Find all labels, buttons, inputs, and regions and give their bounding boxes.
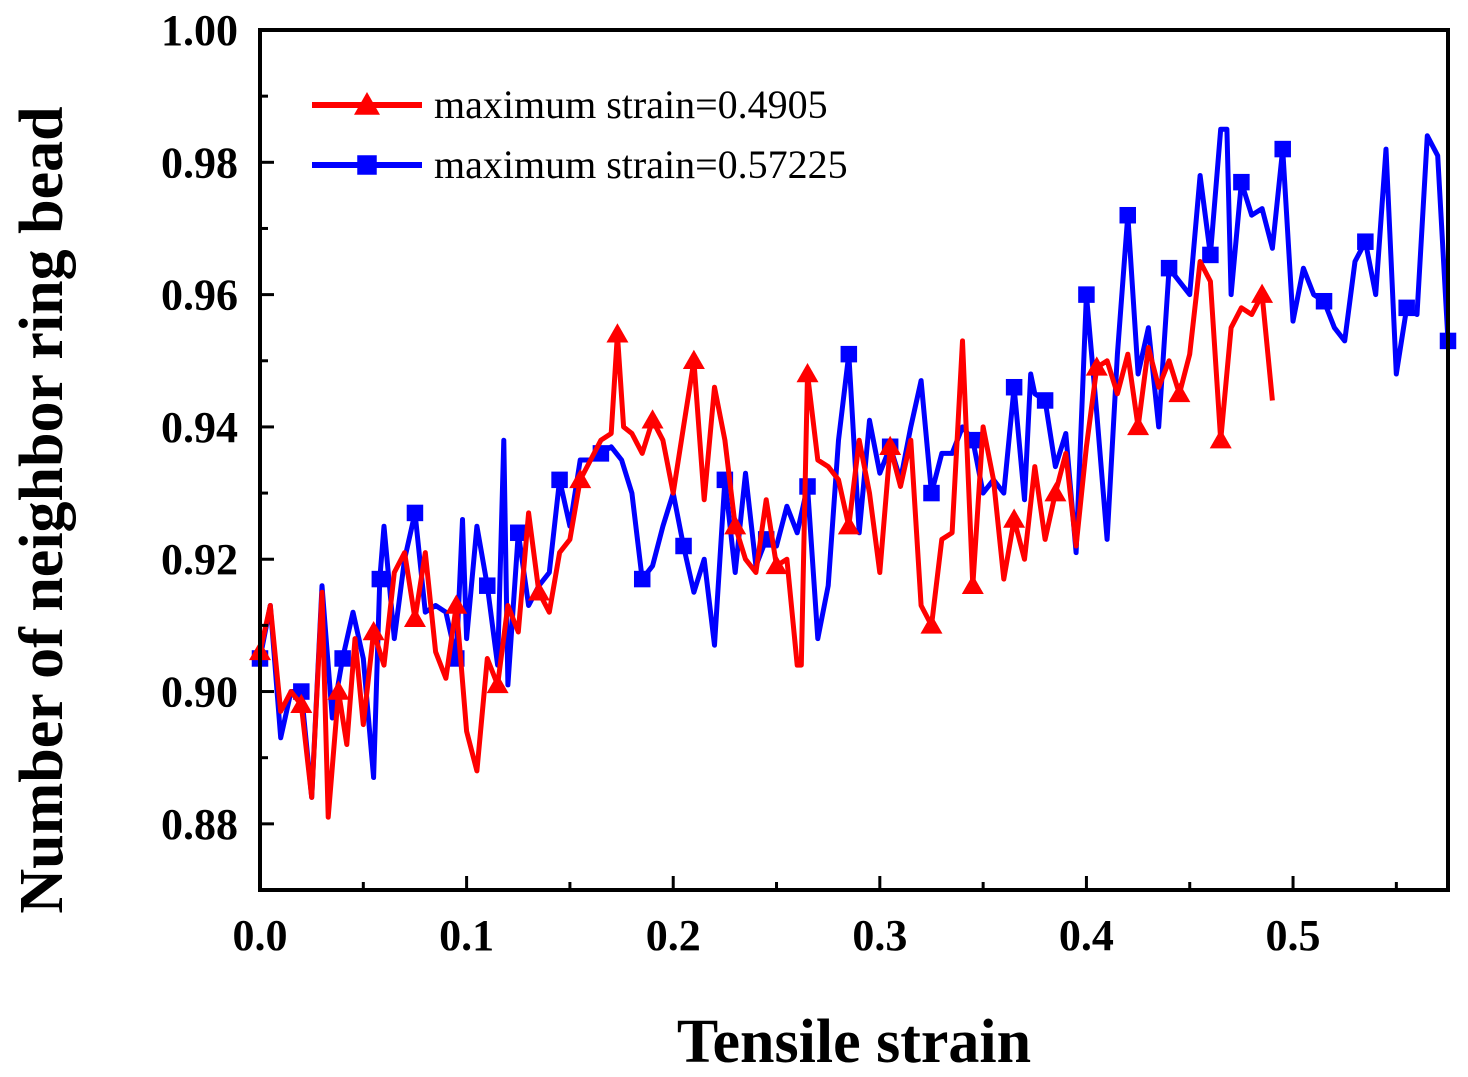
legend: maximum strain=0.4905 maximum strain=0.57…: [312, 82, 848, 187]
data-point: [765, 554, 788, 575]
data-point: [1233, 173, 1250, 191]
data-point: [1036, 392, 1054, 409]
data-point: [1209, 429, 1232, 449]
data-point: [1078, 286, 1095, 303]
data-point: [879, 435, 902, 456]
x-tick-label: 0.2: [646, 911, 701, 960]
y-tick-label: 1.00: [161, 6, 238, 55]
y-tick-label: 0.88: [161, 800, 238, 849]
data-point: [641, 409, 664, 429]
data-point: [724, 515, 747, 535]
plot-frame: [258, 28, 1450, 892]
data-point: [633, 570, 651, 588]
y-tick-label: 0.90: [161, 668, 238, 717]
y-tick-label: 0.94: [161, 403, 238, 452]
data-point: [1251, 283, 1274, 303]
data-point: [406, 504, 424, 522]
data-point: [551, 471, 568, 489]
data-point: [606, 323, 629, 343]
data-point: [327, 680, 350, 700]
x-tick-label: 0.1: [439, 911, 494, 960]
data-point: [840, 345, 858, 363]
data-point: [334, 650, 351, 667]
data-point: [1085, 356, 1108, 376]
data-point: [1119, 206, 1137, 224]
data-point: [569, 468, 592, 489]
data-point: [445, 594, 468, 614]
data-point: [1044, 482, 1067, 502]
data-point: [675, 537, 692, 555]
data-point: [1398, 299, 1415, 317]
data-point: [403, 607, 426, 628]
data-point: [1127, 415, 1150, 436]
series-1: [249, 259, 1275, 820]
data-point: [1202, 246, 1219, 264]
data-point: [961, 574, 984, 594]
x-tick-label: 0.4: [1059, 911, 1114, 960]
x-tick-label: 0.3: [852, 911, 907, 960]
data-point: [371, 570, 389, 588]
x-tick-label: 0.0: [233, 911, 288, 960]
data-point: [1003, 508, 1026, 528]
x-axis-title: Tensile strain: [677, 1008, 1031, 1076]
data-point: [923, 484, 940, 502]
data-point: [1168, 382, 1191, 403]
legend-label: maximum strain=0.4905: [434, 82, 828, 127]
data-point: [1005, 378, 1023, 396]
data-point: [682, 349, 705, 370]
legend-label: maximum strain=0.57225: [434, 142, 848, 187]
data-point: [479, 577, 496, 594]
data-point: [510, 524, 527, 542]
legend-item: maximum strain=0.4905: [312, 82, 828, 127]
data-point: [1315, 292, 1333, 310]
y-tick-label: 0.98: [161, 138, 238, 187]
y-tick-label: 0.96: [161, 271, 238, 320]
data-point: [796, 363, 819, 383]
data-point: [486, 673, 509, 694]
data-point: [1160, 259, 1178, 277]
x-tick-label: 0.5: [1266, 911, 1321, 960]
data-point: [527, 581, 550, 601]
data-point: [837, 515, 860, 535]
data-point: [290, 693, 313, 714]
data-point: [357, 155, 377, 175]
data-point: [1357, 233, 1374, 250]
data-point: [362, 621, 385, 641]
data-point: [920, 614, 943, 634]
y-axis-title: Number of neighbor ring bead: [8, 106, 76, 913]
data-point: [1274, 140, 1291, 158]
y-tick-label: 0.92: [161, 535, 238, 584]
series-2: [251, 126, 1457, 800]
data-point: [354, 92, 380, 115]
legend-item: maximum strain=0.57225: [312, 142, 848, 187]
